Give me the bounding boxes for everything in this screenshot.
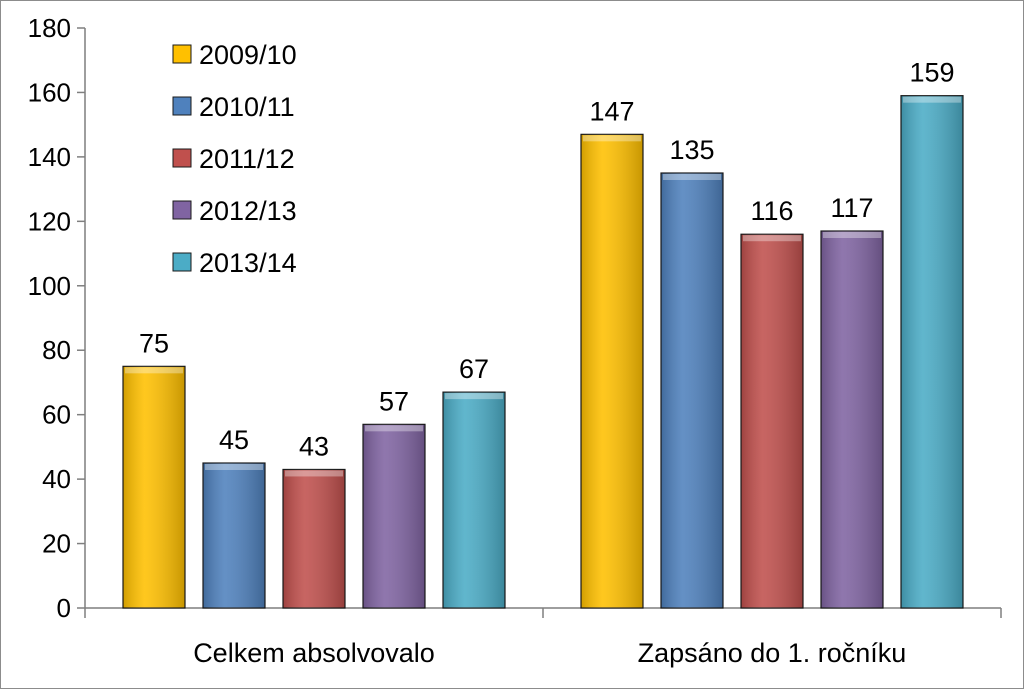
data-labels: 75 45 43 57 67 147 135 116 117 159 xyxy=(139,58,955,462)
y-tick-label: 20 xyxy=(42,529,71,559)
bar-bevel xyxy=(823,232,881,238)
bar-bevel xyxy=(743,235,801,242)
y-tick-label: 60 xyxy=(42,400,71,430)
bar-bevel xyxy=(663,174,721,180)
legend-swatch xyxy=(172,252,192,272)
bar-shade xyxy=(123,366,185,608)
y-tick-label: 180 xyxy=(28,13,71,43)
y-tick-label: 80 xyxy=(42,335,71,365)
legend-entry: 2011/12 xyxy=(199,144,295,174)
bar-shade xyxy=(901,95,963,608)
bar-shade xyxy=(203,463,265,608)
bar-shade xyxy=(363,424,425,608)
legend-swatch xyxy=(172,200,192,220)
data-label: 45 xyxy=(219,425,249,455)
legend-swatch xyxy=(172,148,192,168)
legend-entry: 2012/13 xyxy=(199,196,297,226)
data-label: 75 xyxy=(139,328,169,358)
legend-entry: 2010/11 xyxy=(199,92,295,122)
legend-swatch xyxy=(172,44,192,64)
data-label: 116 xyxy=(750,196,793,226)
bar-bevel xyxy=(365,425,423,432)
y-tick-label: 40 xyxy=(42,464,71,494)
bar-shade xyxy=(443,392,505,608)
axes: 0 20 40 60 80 100 120 140 160 180 Celkem absolvova… xyxy=(28,13,1002,668)
bar-bevel xyxy=(285,470,343,477)
legend: 2009/10 2010/11 2011/12 2012/13 2013/14 xyxy=(172,40,297,278)
bar-shade xyxy=(581,134,643,609)
data-label: 117 xyxy=(830,193,873,223)
y-tick-label: 100 xyxy=(28,271,71,301)
bar-shade xyxy=(821,231,883,608)
data-label: 147 xyxy=(589,96,634,126)
bar-shade xyxy=(661,173,723,608)
y-tick-label: 0 xyxy=(57,593,71,623)
legend-entry: 2009/10 xyxy=(199,40,297,70)
bar-bevel xyxy=(205,464,263,470)
category-label: Zapsáno do 1. ročníku xyxy=(638,638,907,668)
bar-bevel xyxy=(125,367,183,374)
data-label: 43 xyxy=(299,431,329,461)
data-label: 57 xyxy=(379,386,409,416)
bar-shade xyxy=(283,469,345,608)
data-label: 67 xyxy=(459,354,489,384)
legend-entry: 2013/14 xyxy=(199,248,297,278)
y-tick-label: 140 xyxy=(28,142,71,172)
bar-bevel xyxy=(445,393,503,400)
category-label: Celkem absolvovalo xyxy=(193,638,435,668)
bar-shade xyxy=(741,234,803,608)
data-label: 135 xyxy=(669,135,714,165)
bar-bevel xyxy=(903,96,961,103)
bar-bevel xyxy=(583,135,641,142)
legend-swatch xyxy=(172,96,192,116)
y-tick-label: 120 xyxy=(28,206,71,236)
data-label: 159 xyxy=(909,58,954,88)
bars xyxy=(122,95,964,609)
y-tick-label: 160 xyxy=(28,77,71,107)
